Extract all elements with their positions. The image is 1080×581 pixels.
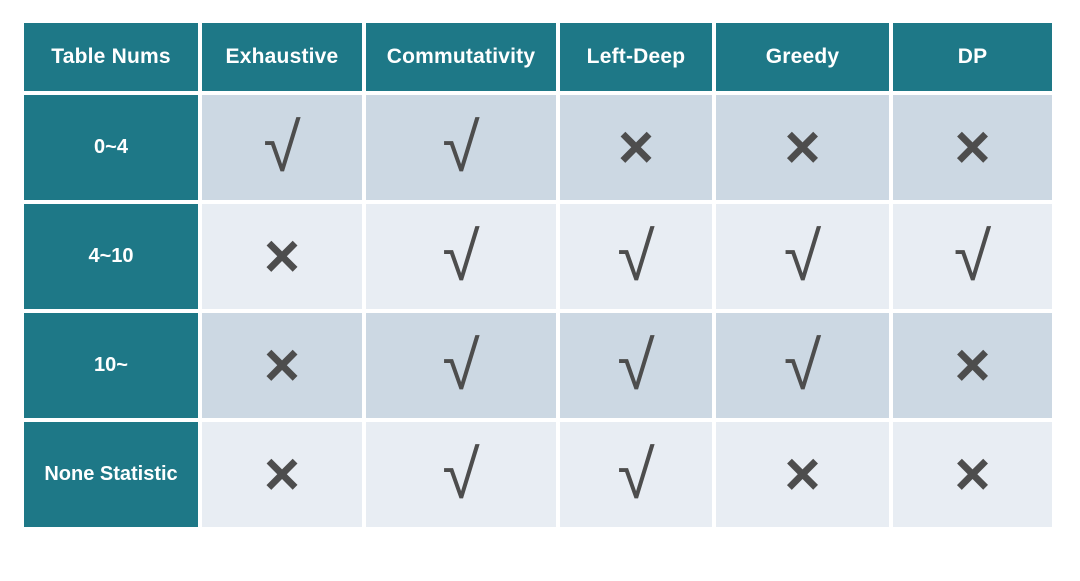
table-cell-mark: √ bbox=[442, 436, 480, 513]
row-label: None Statistic bbox=[24, 422, 198, 527]
table-row: None Statistic × √ √ × × bbox=[24, 422, 1052, 527]
table-cell-mark: √ bbox=[263, 109, 301, 186]
table-cell: √ bbox=[560, 422, 712, 527]
column-header-dp: DP bbox=[893, 23, 1052, 91]
row-label: 4~10 bbox=[24, 204, 198, 309]
table-cell-mark: × bbox=[617, 112, 655, 182]
table-cell-mark: √ bbox=[442, 327, 480, 404]
table-cell: √ bbox=[560, 313, 712, 418]
table-cell: √ bbox=[366, 422, 556, 527]
table-cell-mark: √ bbox=[783, 327, 822, 404]
table-row: 4~10 × √ √ √ √ bbox=[24, 204, 1052, 309]
table-cell: × bbox=[716, 95, 889, 200]
table-row: 10~ × √ √ √ × bbox=[24, 313, 1052, 418]
table-cell: √ bbox=[716, 313, 889, 418]
table-cell: √ bbox=[366, 204, 556, 309]
table-cell: √ bbox=[560, 204, 712, 309]
table-cell: × bbox=[560, 95, 712, 200]
table-cell-mark: × bbox=[263, 330, 301, 400]
table-header-row: Table Nums Exhaustive Commutativity Left… bbox=[24, 23, 1052, 91]
table-cell-mark: √ bbox=[442, 218, 480, 295]
row-label: 10~ bbox=[24, 313, 198, 418]
comparison-table: Table Nums Exhaustive Commutativity Left… bbox=[20, 19, 1056, 531]
table-cell-mark: √ bbox=[953, 218, 992, 295]
column-header-table-nums: Table Nums bbox=[24, 23, 198, 91]
table-cell-mark: × bbox=[954, 330, 991, 400]
table-cell-mark: √ bbox=[617, 436, 655, 513]
table-cell: × bbox=[202, 313, 362, 418]
table-row: 0~4 √ √ × × × bbox=[24, 95, 1052, 200]
table-cell-mark: × bbox=[263, 221, 301, 291]
table-cell: √ bbox=[716, 204, 889, 309]
table-cell: × bbox=[893, 95, 1052, 200]
table-cell: × bbox=[202, 422, 362, 527]
table-cell-mark: √ bbox=[442, 109, 480, 186]
table-cell-mark: × bbox=[784, 439, 821, 509]
column-header-commutativity: Commutativity bbox=[366, 23, 556, 91]
table-cell: × bbox=[893, 313, 1052, 418]
table-cell-mark: × bbox=[784, 112, 821, 182]
table-cell: × bbox=[893, 422, 1052, 527]
table-cell-mark: × bbox=[954, 439, 991, 509]
table-cell-mark: × bbox=[954, 112, 991, 182]
table-cell-mark: √ bbox=[783, 218, 822, 295]
table-cell: × bbox=[716, 422, 889, 527]
table-cell: √ bbox=[366, 95, 556, 200]
row-label: 0~4 bbox=[24, 95, 198, 200]
table-cell: √ bbox=[202, 95, 362, 200]
table-cell-mark: × bbox=[263, 439, 301, 509]
table-cell-mark: √ bbox=[617, 218, 655, 295]
table-cell: × bbox=[202, 204, 362, 309]
table-cell: √ bbox=[893, 204, 1052, 309]
column-header-greedy: Greedy bbox=[716, 23, 889, 91]
table-cell: √ bbox=[366, 313, 556, 418]
column-header-exhaustive: Exhaustive bbox=[202, 23, 362, 91]
column-header-left-deep: Left-Deep bbox=[560, 23, 712, 91]
table-cell-mark: √ bbox=[617, 327, 655, 404]
